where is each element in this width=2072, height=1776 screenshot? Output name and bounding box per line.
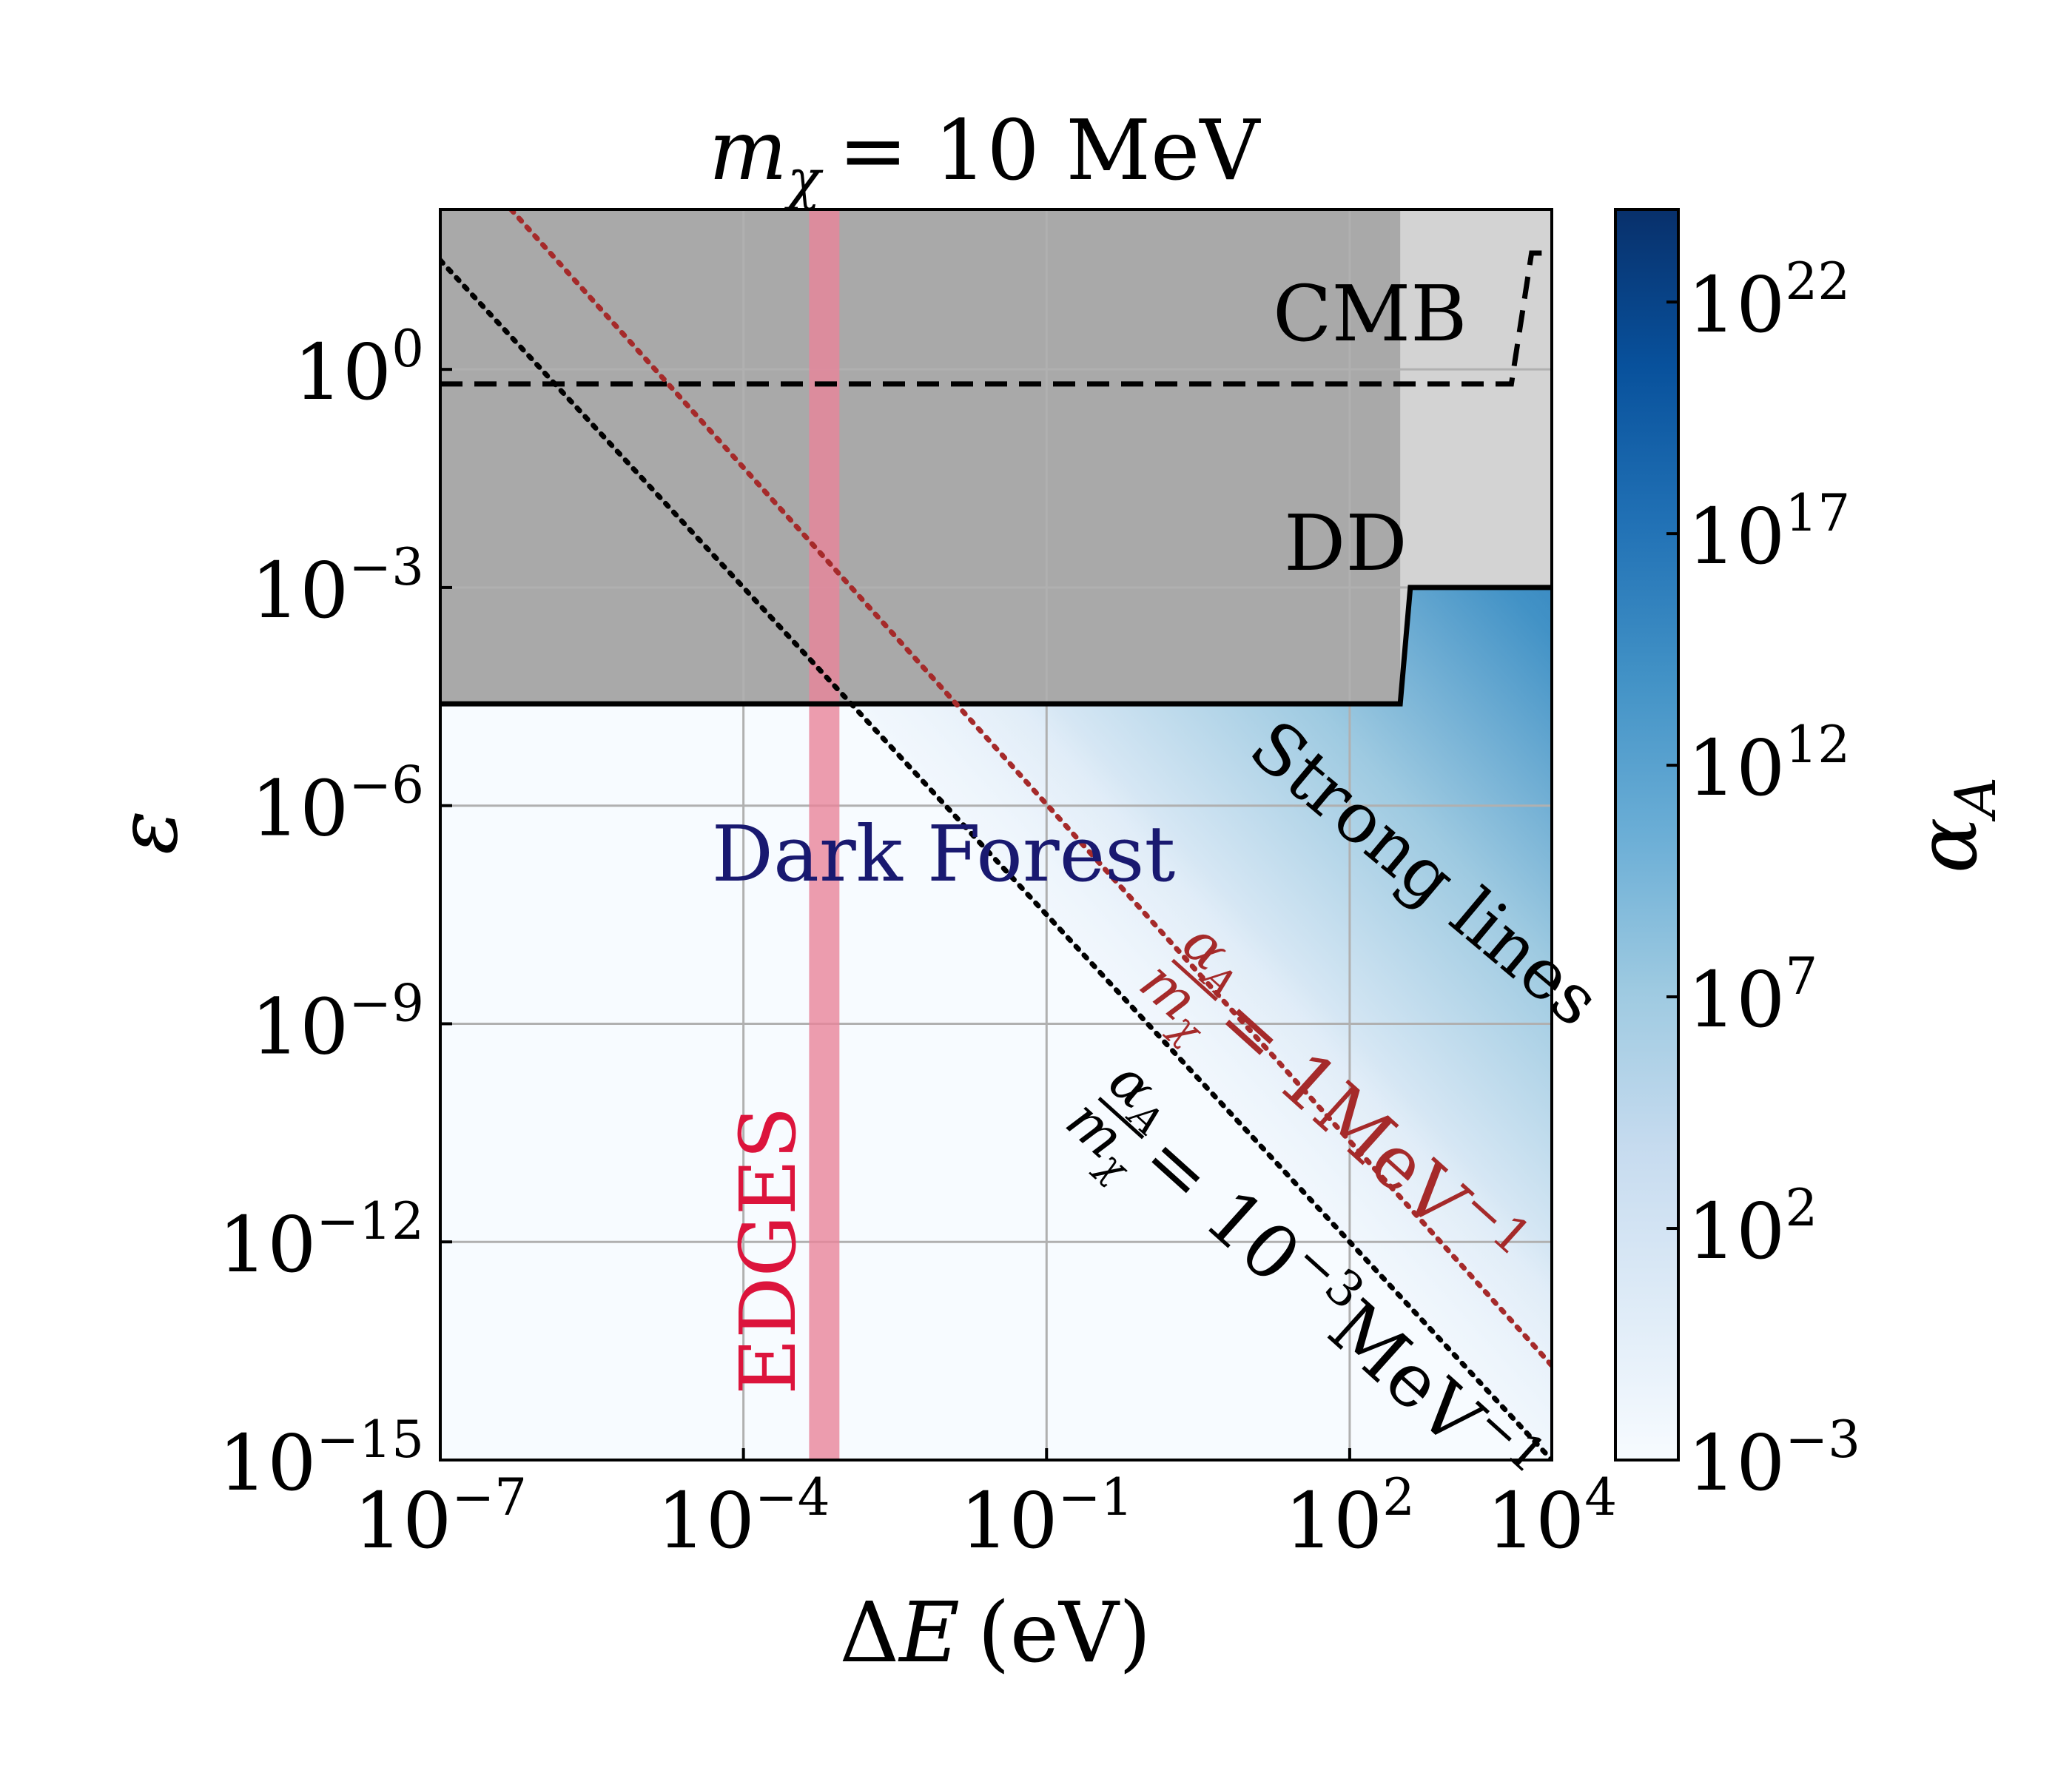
x-tick-label: 10−4 <box>657 1468 830 1566</box>
edges-band <box>809 209 840 1460</box>
edges-label: EDGES <box>723 1106 813 1395</box>
x-axis-label-var: E <box>898 1585 960 1681</box>
axis-ticks: 10−7 10−4 10−1 102 104 100 10−3 10−6 10−9 10−12 10… <box>218 320 1617 1566</box>
ratio-1-fraction-bar <box>1171 958 1218 1001</box>
y-tick-label: 10−6 <box>251 756 424 854</box>
y-axis-label: ε <box>100 810 196 855</box>
excluded-regions <box>440 209 1552 704</box>
colorbar-tick-label: 1022 <box>1687 252 1850 350</box>
colorbar-ticks: 10−3 102 107 1012 1017 1022 <box>1666 252 1860 1508</box>
plot-frame <box>439 208 1553 1462</box>
x-axis-label-prefix: Δ <box>839 1585 899 1681</box>
x-tick-label: 102 <box>1285 1468 1415 1566</box>
colorbar-tick-label: 1012 <box>1687 716 1850 813</box>
x-tick-label: 10−1 <box>960 1468 1133 1566</box>
title-sub: χ <box>784 148 824 212</box>
colorbar-gradient <box>1614 208 1680 1462</box>
excluded-dark <box>440 209 1401 704</box>
y-tick-label: 10−15 <box>218 1410 424 1508</box>
x-axis-label: ΔE (eV) <box>839 1585 1151 1681</box>
title-var: m <box>709 103 787 199</box>
cmb-label: CMB <box>1273 269 1467 359</box>
edges-band-rect <box>809 209 840 1460</box>
chart-title: mχ = 10 MeV <box>709 103 1262 212</box>
ratio-2-fraction-bar <box>1097 1097 1145 1140</box>
colorbar-tick-label: 1017 <box>1687 484 1850 582</box>
grid <box>440 209 1552 1460</box>
colorbar-label: αA <box>1900 777 2008 874</box>
colorbar: 10−3 102 107 1012 1017 1022 <box>1614 208 1860 1508</box>
colorbar-tick-label: 107 <box>1687 947 1817 1045</box>
colorbar-tick-label: 102 <box>1687 1179 1817 1276</box>
y-tick-label: 10−12 <box>218 1192 424 1290</box>
dark-forest-label: Dark Forest <box>712 809 1176 899</box>
cmb-boundary <box>440 250 1552 387</box>
x-tick-label: 104 <box>1487 1468 1617 1566</box>
y-tick-label: 10−9 <box>251 974 424 1072</box>
dd-label: DD <box>1284 498 1407 588</box>
plot-area: 10−7 10−4 10−1 102 104 100 10−3 10−6 10−9 10−12 10… <box>218 208 1617 1566</box>
title-rest: = 10 MeV <box>838 103 1262 199</box>
dd-boundary <box>440 585 1552 707</box>
dotted-line-ratio_1 <box>508 209 1552 1368</box>
y-tick-label: 100 <box>294 320 424 417</box>
x-tick-label: 10−7 <box>354 1468 527 1566</box>
y-tick-label: 10−3 <box>251 538 424 636</box>
colorbar-tick-label: 10−3 <box>1687 1410 1860 1508</box>
constraint-lines <box>440 209 1552 1460</box>
dotted-line-ratio_1e-3 <box>440 258 1552 1460</box>
x-axis-label-unit: (eV) <box>978 1585 1151 1681</box>
